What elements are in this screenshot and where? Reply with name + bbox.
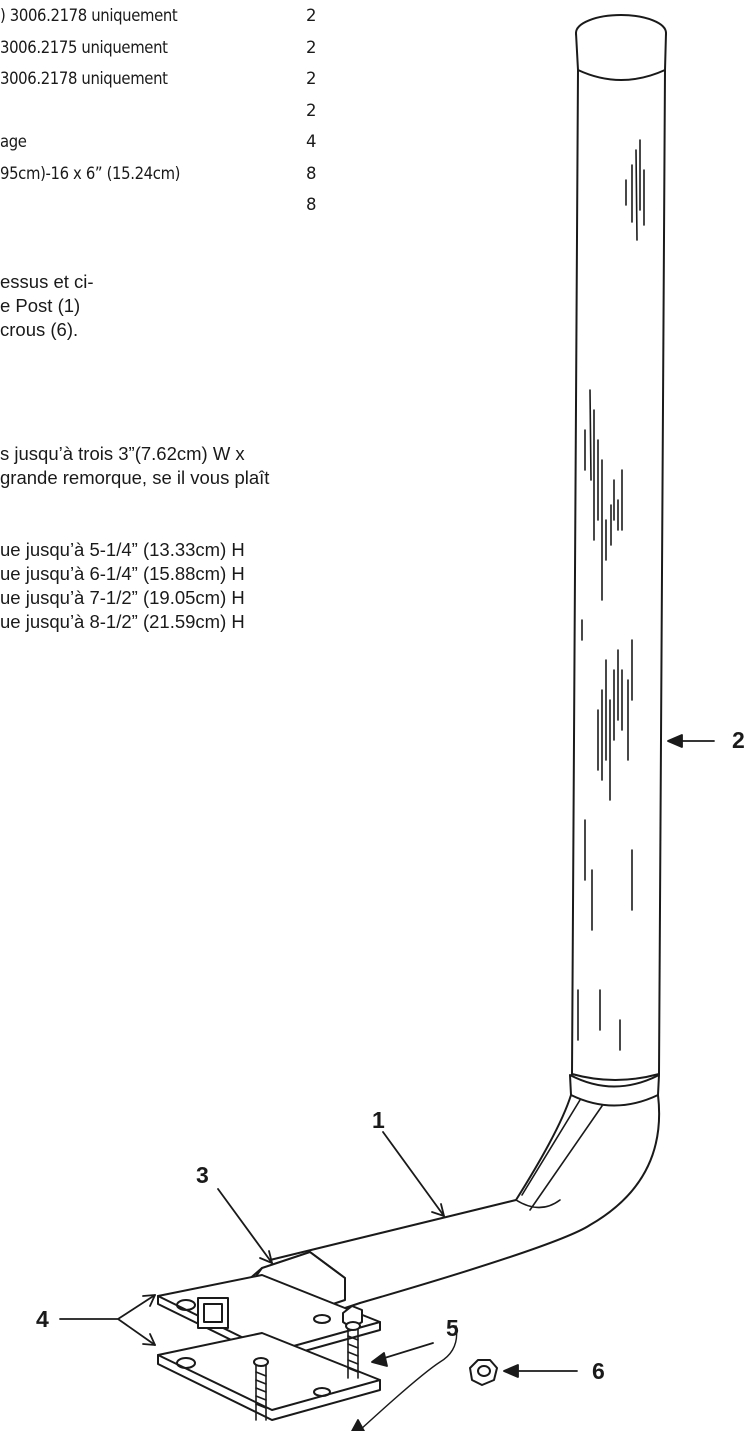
parts-list-row: 3006.2178 uniquement 2: [0, 69, 330, 101]
parts-list-row: 2: [0, 101, 330, 133]
part-quantity: 4: [306, 132, 317, 151]
size-line: ue jusqu’à 8-1/2” (21.59cm) H: [0, 611, 245, 632]
instruction-line: e Post (1): [0, 295, 81, 316]
part-quantity: 8: [306, 195, 317, 214]
parts-list-row: 95cm)-16 x 6” (15.24cm) 8: [0, 164, 330, 196]
part-description: ) 3006.2178 uniquement: [0, 6, 178, 25]
horizontal-post: [269, 1094, 661, 1309]
part-quantity: 8: [306, 163, 317, 183]
trailer-note: s jusqu’à trois 3”(7.62cm) W x grande re…: [0, 442, 269, 490]
instruction-line: essus et ci-: [0, 271, 94, 292]
part-description: 3006.2178 uniquement: [0, 69, 168, 88]
part-description: 3006.2175 uniquement: [0, 37, 168, 57]
parts-list-row: ) 3006.2178 uniquement 2: [0, 6, 330, 38]
parts-list-row: age 4: [0, 132, 330, 164]
size-line: ue jusqu’à 7-1/2” (19.05cm) H: [0, 587, 245, 608]
vertical-post: [571, 14, 667, 1081]
callout-4: 4: [36, 1306, 49, 1332]
size-line: ue jusqu’à 6-1/4” (15.88cm) H: [0, 563, 245, 584]
callout-1: 1: [372, 1107, 385, 1133]
parts-list-row: 3006.2175 uniquement 2: [0, 38, 330, 70]
part-quantity: 2: [306, 100, 317, 120]
part-quantity: 2: [306, 6, 317, 25]
note-line: grande remorque, se il vous plaît: [0, 467, 270, 488]
callout-leaders: [59, 734, 715, 1431]
instruction-line: crous (6).: [0, 319, 79, 340]
size-list: ue jusqu’à 5-1/4” (13.33cm) H ue jusqu’à…: [0, 538, 245, 634]
part-description: 95cm)-16 x 6” (15.24cm): [0, 163, 181, 183]
part-quantity: 2: [306, 69, 317, 88]
parts-list: ) 3006.2178 uniquement 2 3006.2175 uniqu…: [0, 6, 330, 227]
callout-5: 5: [446, 1315, 459, 1341]
assembly-instructions: essus et ci- e Post (1) crous (6).: [0, 270, 94, 342]
part-quantity: 2: [306, 37, 317, 57]
note-line: s jusqu’à trois 3”(7.62cm) W x: [0, 443, 245, 464]
callout-6: 6: [592, 1358, 605, 1384]
part-description: age: [0, 132, 27, 151]
parts-list-row: 8: [0, 195, 330, 227]
bracket-assembly: [157, 1251, 381, 1421]
hex-nut: [469, 1359, 498, 1386]
size-line: ue jusqu’à 5-1/4” (13.33cm) H: [0, 539, 245, 560]
callout-3: 3: [196, 1162, 209, 1188]
callout-2: 2: [732, 727, 745, 753]
